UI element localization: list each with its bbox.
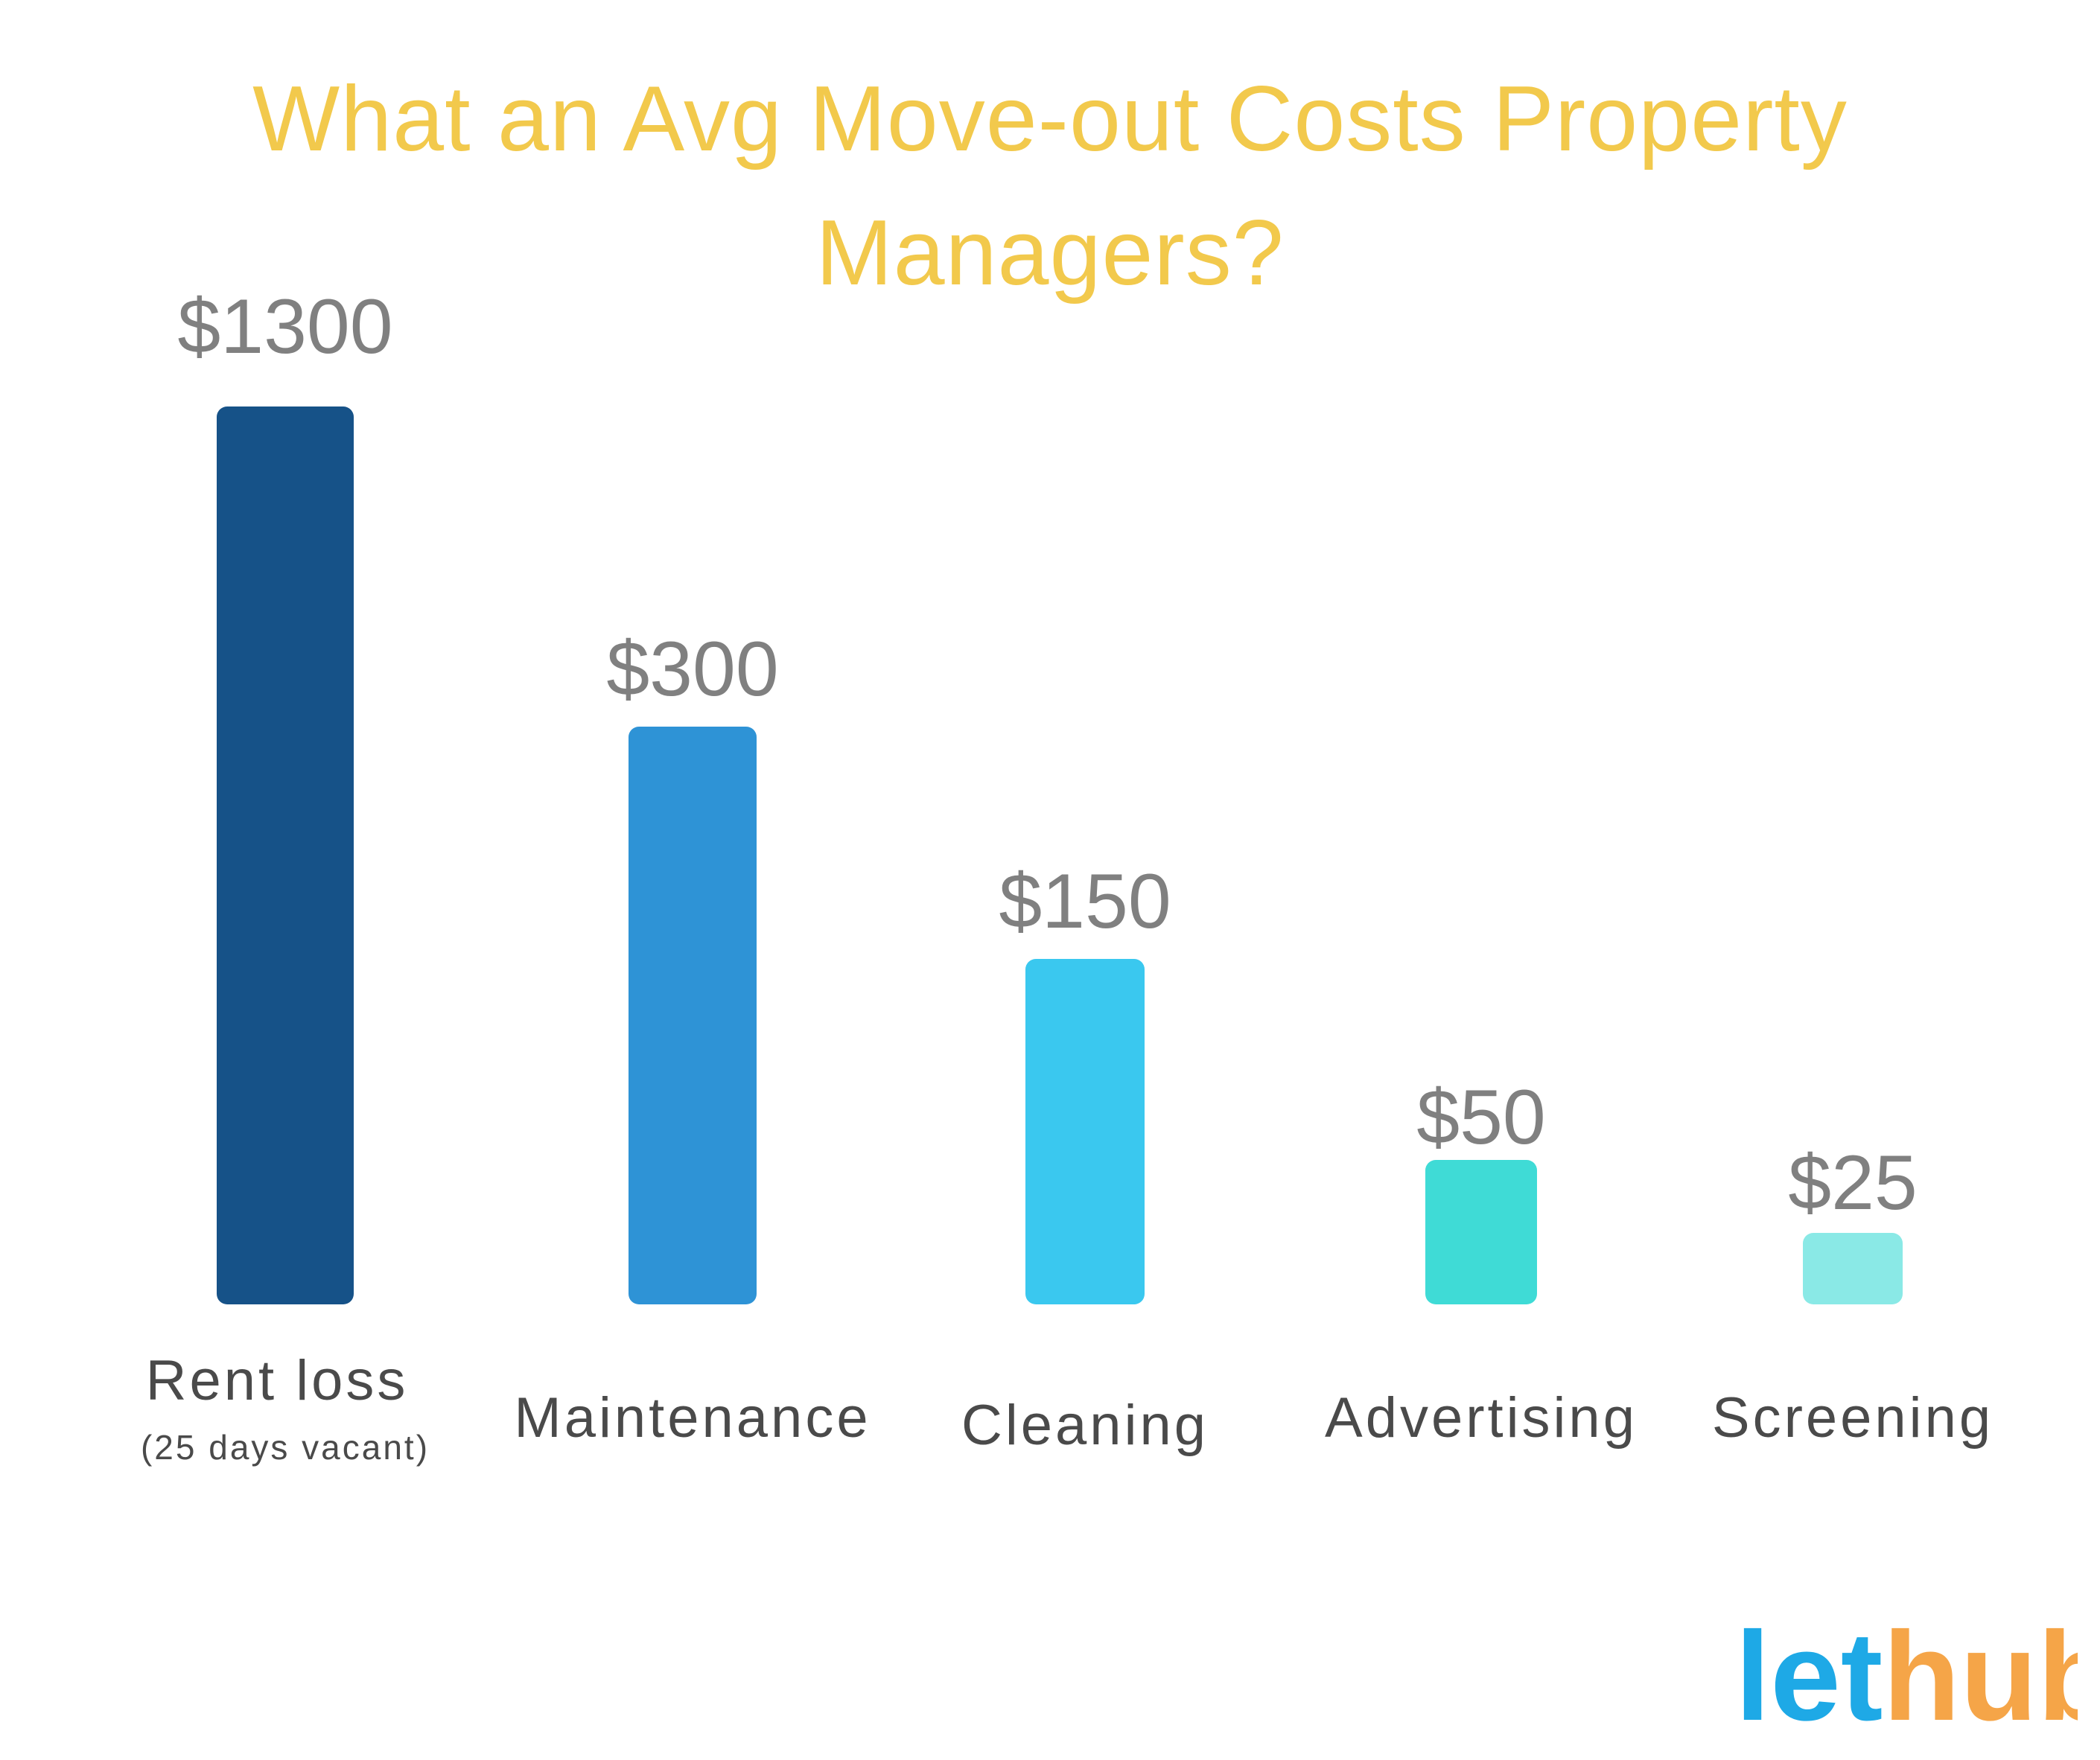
category-label-cleaning: Cleaning <box>961 1394 1209 1457</box>
category-sublabel-rent-loss: (25 days vacant) <box>141 1428 430 1467</box>
category-label-maintenance: Maintenance <box>514 1386 871 1450</box>
logo-part-let: let <box>1735 1616 1883 1735</box>
chart-title: What an Avg Move-out Costs Property Mana… <box>252 68 1848 305</box>
lethub-logo: lethub <box>1735 1606 2100 1747</box>
value-label-maintenance: $300 <box>606 626 778 712</box>
value-label-cleaning: $150 <box>999 858 1171 945</box>
category-label-rent-loss: Rent loss <box>146 1349 409 1412</box>
value-label-advertising: $50 <box>1416 1074 1546 1161</box>
logo-text-let: lethub <box>1735 1616 2078 1735</box>
value-label-rent-loss: $1300 <box>177 284 392 370</box>
bar-screening <box>1803 1233 1903 1304</box>
category-label-advertising: Advertising <box>1325 1386 1638 1450</box>
bar-advertising <box>1425 1160 1537 1304</box>
bar-cleaning <box>1025 959 1145 1304</box>
bar-maintenance <box>629 727 757 1304</box>
bar-rent-loss <box>217 406 354 1304</box>
value-label-screening: $25 <box>1788 1140 1918 1226</box>
category-label-screening: Screening <box>1712 1386 1994 1450</box>
logo-part-hub: hub <box>1883 1616 2078 1735</box>
